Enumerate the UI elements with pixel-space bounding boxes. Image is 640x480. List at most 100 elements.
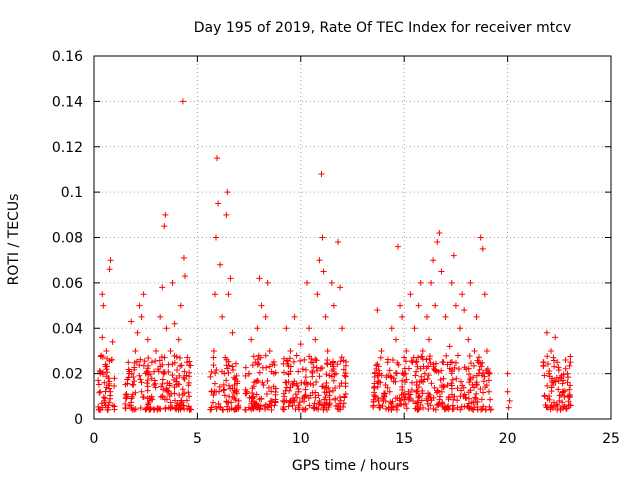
data-point <box>128 395 135 402</box>
data-point <box>301 394 308 401</box>
data-point <box>381 392 388 399</box>
data-point <box>302 367 309 374</box>
data-point <box>227 385 234 392</box>
data-point <box>337 284 344 291</box>
data-point <box>311 400 318 407</box>
data-point <box>313 357 320 364</box>
data-point <box>225 369 232 376</box>
data-point <box>178 397 185 404</box>
x-axis-ticks: 0 5 10 15 20 25 <box>90 56 620 447</box>
data-point <box>486 403 493 410</box>
data-point <box>402 379 409 386</box>
data-point <box>99 291 106 298</box>
data-point <box>287 347 294 354</box>
data-point <box>390 375 397 382</box>
y-tick-label: 0.08 <box>52 231 83 247</box>
data-point <box>410 398 417 405</box>
data-point <box>165 361 172 368</box>
data-point <box>256 275 263 282</box>
data-point <box>453 375 460 382</box>
data-point <box>309 369 316 376</box>
data-point <box>550 354 557 361</box>
data-point <box>382 390 389 397</box>
data-point <box>426 336 433 343</box>
data-point <box>167 399 174 406</box>
data-point <box>444 381 451 388</box>
data-point <box>268 388 275 395</box>
data-point <box>169 361 176 368</box>
data-point <box>434 388 441 395</box>
data-point <box>285 403 292 410</box>
data-point <box>250 398 257 405</box>
data-point <box>210 399 217 406</box>
data-point <box>233 386 240 393</box>
data-point <box>552 378 559 385</box>
data-point <box>153 347 160 354</box>
data-point <box>401 354 408 361</box>
data-point <box>246 370 253 377</box>
data-point <box>315 401 322 408</box>
data-point <box>144 401 151 408</box>
data-point <box>337 358 344 365</box>
data-point <box>405 388 412 395</box>
data-point <box>302 386 309 393</box>
data-point <box>141 358 148 365</box>
data-point <box>156 405 163 412</box>
data-point <box>165 368 172 375</box>
data-point <box>372 393 379 400</box>
data-point <box>169 279 176 286</box>
data-point <box>342 358 349 365</box>
data-point <box>386 367 393 374</box>
data-point <box>373 365 380 372</box>
data-point <box>443 352 450 359</box>
data-point <box>414 363 421 370</box>
data-point <box>161 223 168 230</box>
data-point <box>449 376 456 383</box>
data-point <box>232 405 239 412</box>
data-point <box>449 359 456 366</box>
data-point <box>543 329 550 336</box>
data-point <box>250 383 257 390</box>
data-point <box>261 403 268 410</box>
data-point <box>560 371 567 378</box>
data-point <box>402 358 409 365</box>
data-point <box>440 375 447 382</box>
data-point <box>383 374 390 381</box>
data-point <box>399 377 406 384</box>
data-point <box>564 379 571 386</box>
data-point <box>559 380 566 387</box>
data-point <box>440 359 447 366</box>
data-point <box>180 254 187 261</box>
data-point <box>184 359 191 366</box>
data-point <box>253 378 260 385</box>
data-point <box>400 371 407 378</box>
data-point <box>145 371 152 378</box>
data-point <box>448 366 455 373</box>
data-point <box>104 404 111 411</box>
data-point <box>100 369 107 376</box>
data-point <box>475 359 482 366</box>
data-point <box>461 307 468 314</box>
data-point <box>266 363 273 370</box>
data-point <box>250 353 257 360</box>
data-point <box>428 397 435 404</box>
data-point <box>101 397 108 404</box>
data-point <box>169 372 176 379</box>
data-point <box>384 359 391 366</box>
data-point <box>423 395 430 402</box>
data-point <box>144 336 151 343</box>
data-point <box>289 395 296 402</box>
data-point <box>160 369 167 376</box>
data-point <box>323 371 330 378</box>
data-point <box>146 395 153 402</box>
data-point <box>403 347 410 354</box>
data-point <box>226 406 233 413</box>
data-point <box>460 393 467 400</box>
data-point <box>466 353 473 360</box>
data-point <box>291 398 298 405</box>
data-point <box>122 400 129 407</box>
data-point <box>302 405 309 412</box>
data-point <box>304 279 311 286</box>
data-point <box>283 397 290 404</box>
data-point <box>126 402 133 409</box>
